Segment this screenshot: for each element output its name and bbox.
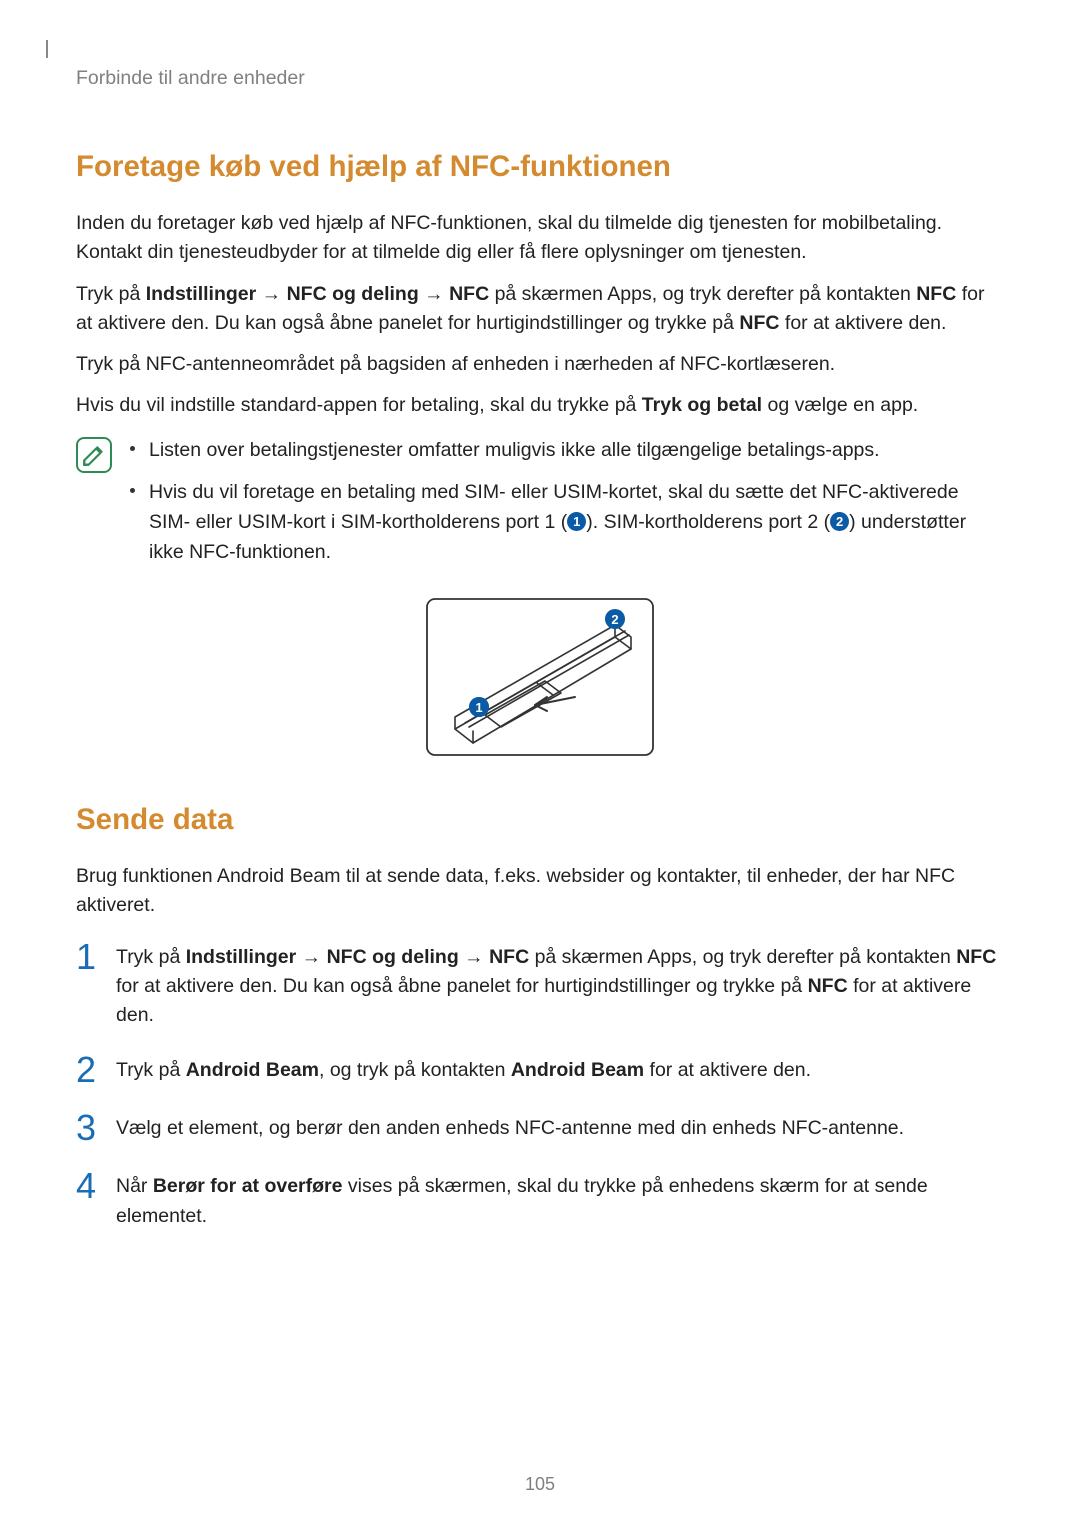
text: for at aktivere den.	[779, 312, 946, 334]
text: Tryk på	[116, 1059, 186, 1081]
label-tryk-og-betal: Tryk og betal	[642, 394, 762, 416]
step-2: 2 Tryk på Android Beam, og tryk på konta…	[76, 1056, 1004, 1088]
section1-para2: Tryk på Indstillinger → NFC og deling → …	[76, 280, 1004, 339]
note-block: Listen over betalingstjenester omfatter …	[76, 435, 1004, 580]
text: Tryk på	[76, 283, 146, 305]
label-android-beam: Android Beam	[186, 1059, 319, 1081]
arrow: →	[256, 283, 286, 305]
sim-tray-diagram: 1 2	[76, 597, 1004, 757]
section1-para1: Inden du foretager køb ved hjælp af NFC-…	[76, 209, 1004, 268]
note-bullet-2: Hvis du vil foretage en betaling med SIM…	[130, 477, 1004, 568]
label-android-beam: Android Beam	[511, 1059, 644, 1081]
text: på skærmen Apps, og tryk derefter på kon…	[529, 946, 956, 968]
step-3: 3 Vælg et element, og berør den anden en…	[76, 1114, 1004, 1146]
label-nfc: NFC	[739, 312, 779, 334]
step-number: 1	[76, 939, 116, 975]
label-beroer-for-at-overfoere: Berør for at overføre	[153, 1175, 343, 1197]
note-bullet-1-text: Listen over betalingstjenester omfatter …	[149, 435, 1004, 465]
text: på skærmen Apps, og tryk derefter på kon…	[489, 283, 916, 305]
page-number: 105	[0, 1471, 1080, 1497]
label-nfc-og-deling: NFC og deling	[287, 283, 419, 305]
step-3-text: Vælg et element, og berør den anden enhe…	[116, 1114, 1004, 1143]
tab-marker	[46, 40, 1004, 58]
bullet-dot-icon	[130, 488, 135, 493]
section1-para3: Tryk på NFC-antenneområdet på bagsiden a…	[76, 350, 1004, 379]
section2-heading: Sende data	[76, 799, 1004, 842]
label-nfc: NFC	[489, 946, 529, 968]
port-badge-1: 1	[567, 512, 586, 531]
diagram-badge-2: 2	[605, 609, 625, 629]
step-4-text: Når Berør for at overføre vises på skærm…	[116, 1172, 1004, 1231]
text: Hvis du vil indstille standard-appen for…	[76, 394, 642, 416]
text: ). SIM-kortholderens port 2 (	[586, 511, 830, 533]
note-bullet-1: Listen over betalingstjenester omfatter …	[130, 435, 1004, 465]
step-2-text: Tryk på Android Beam, og tryk på kontakt…	[116, 1056, 1004, 1085]
label-nfc: NFC	[808, 975, 848, 997]
note-icon	[76, 437, 112, 473]
breadcrumb: Forbinde til andre enheder	[76, 64, 1004, 92]
step-4: 4 Når Berør for at overføre vises på skæ…	[76, 1172, 1004, 1231]
text: for at aktivere den. Du kan også åbne pa…	[116, 975, 808, 997]
pencil-note-icon	[81, 442, 107, 468]
text: for at aktivere den.	[644, 1059, 811, 1081]
section1-para4: Hvis du vil indstille standard-appen for…	[76, 391, 1004, 420]
label-indstillinger: Indstillinger	[186, 946, 297, 968]
arrow: →	[296, 946, 326, 968]
label-nfc-og-deling: NFC og deling	[327, 946, 459, 968]
svg-text:2: 2	[611, 612, 618, 627]
page-container: Forbinde til andre enheder Foretage køb …	[0, 0, 1080, 1527]
sim-tray-svg: 1 2	[425, 597, 655, 757]
port-badge-2: 2	[830, 512, 849, 531]
label-nfc: NFC	[956, 946, 996, 968]
step-number: 4	[76, 1168, 116, 1204]
text: , og tryk på kontakten	[319, 1059, 511, 1081]
note-list: Listen over betalingstjenester omfatter …	[130, 435, 1004, 580]
text: Når	[116, 1175, 153, 1197]
note-bullet-2-text: Hvis du vil foretage en betaling med SIM…	[149, 477, 1004, 568]
arrow: →	[419, 283, 449, 305]
step-number: 2	[76, 1052, 116, 1088]
step-1: 1 Tryk på Indstillinger → NFC og deling …	[76, 943, 1004, 1031]
step-number: 3	[76, 1110, 116, 1146]
label-nfc: NFC	[449, 283, 489, 305]
text: og vælge en app.	[762, 394, 918, 416]
section1-heading: Foretage køb ved hjælp af NFC-funktionen	[76, 146, 1004, 189]
section2-intro: Brug funktionen Android Beam til at send…	[76, 862, 1004, 921]
svg-text:1: 1	[475, 700, 482, 715]
diagram-badge-1: 1	[469, 697, 489, 717]
bullet-dot-icon	[130, 446, 135, 451]
text: Tryk på	[116, 946, 186, 968]
step-1-text: Tryk på Indstillinger → NFC og deling → …	[116, 943, 1004, 1031]
arrow: →	[459, 946, 489, 968]
label-indstillinger: Indstillinger	[146, 283, 257, 305]
label-nfc: NFC	[916, 283, 956, 305]
